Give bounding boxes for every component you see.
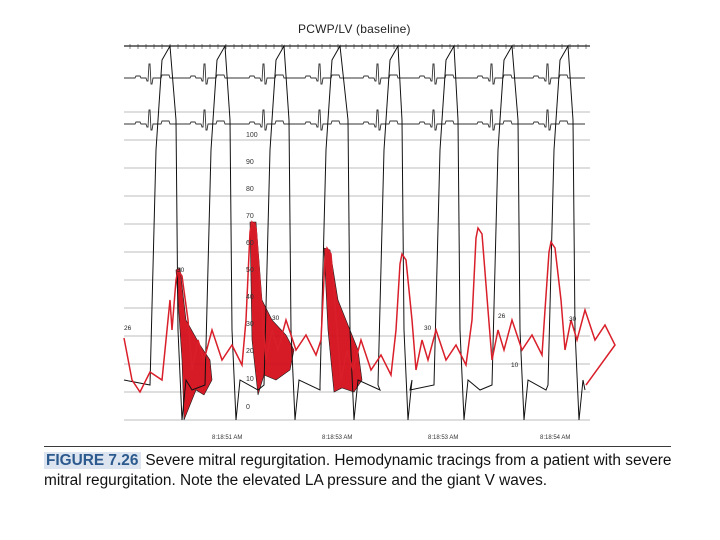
scale-label-40: 40	[246, 294, 254, 301]
scale-label-10: 10	[246, 376, 254, 383]
regurgitation-area-1	[175, 267, 213, 421]
ecg-lead-2	[124, 109, 585, 131]
figure-caption: FIGURE 7.26 Severe mitral regurgitation. …	[44, 451, 684, 491]
scale-label-70: 70	[246, 213, 254, 220]
regurgitation-area-2	[249, 221, 295, 396]
trace-annotation: 30	[272, 315, 280, 322]
ecg-lead-1	[124, 63, 585, 85]
timestamp-label: 8:18:54 AM	[540, 435, 570, 441]
scale-label-100: 100	[246, 132, 258, 139]
pcwp-waveform	[123, 220, 616, 394]
scale-label-20: 20	[246, 348, 254, 355]
trace-annotations: 30 26 30 30 26 30 10	[124, 267, 577, 369]
figure-label: FIGURE 7.26	[44, 452, 142, 469]
timestamp-label: 8:18:53 AM	[322, 435, 352, 441]
scale-label-90: 90	[246, 159, 254, 166]
scale-label-0: 0	[246, 404, 250, 411]
pcwp-pressure-trace	[123, 220, 616, 394]
scale-label-50: 50	[246, 267, 254, 274]
trace-annotation: 26	[498, 313, 506, 320]
caption-divider	[44, 446, 671, 447]
trace-annotation: 30	[177, 267, 185, 274]
timestamp-label: 8:18:51 AM	[212, 435, 242, 441]
trace-annotation: 26	[124, 325, 132, 332]
trace-annotation: 10	[511, 362, 519, 369]
ecg-leads	[124, 63, 585, 131]
scale-label-30: 30	[246, 321, 254, 328]
figure-title: PCWP/LV (baseline)	[298, 22, 411, 36]
caption-text: Severe mitral regurgitation. Hemodynamic…	[44, 452, 672, 489]
lv-waveform	[123, 44, 586, 421]
timestamp-labels: 8:18:51 AM 8:18:53 AM 8:18:53 AM 8:18:54 AM	[212, 435, 570, 441]
lv-pressure-trace	[123, 44, 586, 421]
scale-label-60: 60	[246, 240, 254, 247]
trace-annotation: 30	[424, 325, 432, 332]
trace-annotation: 30	[569, 316, 577, 323]
timestamp-label: 8:18:53 AM	[428, 435, 458, 441]
scale-label-80: 80	[246, 186, 254, 193]
